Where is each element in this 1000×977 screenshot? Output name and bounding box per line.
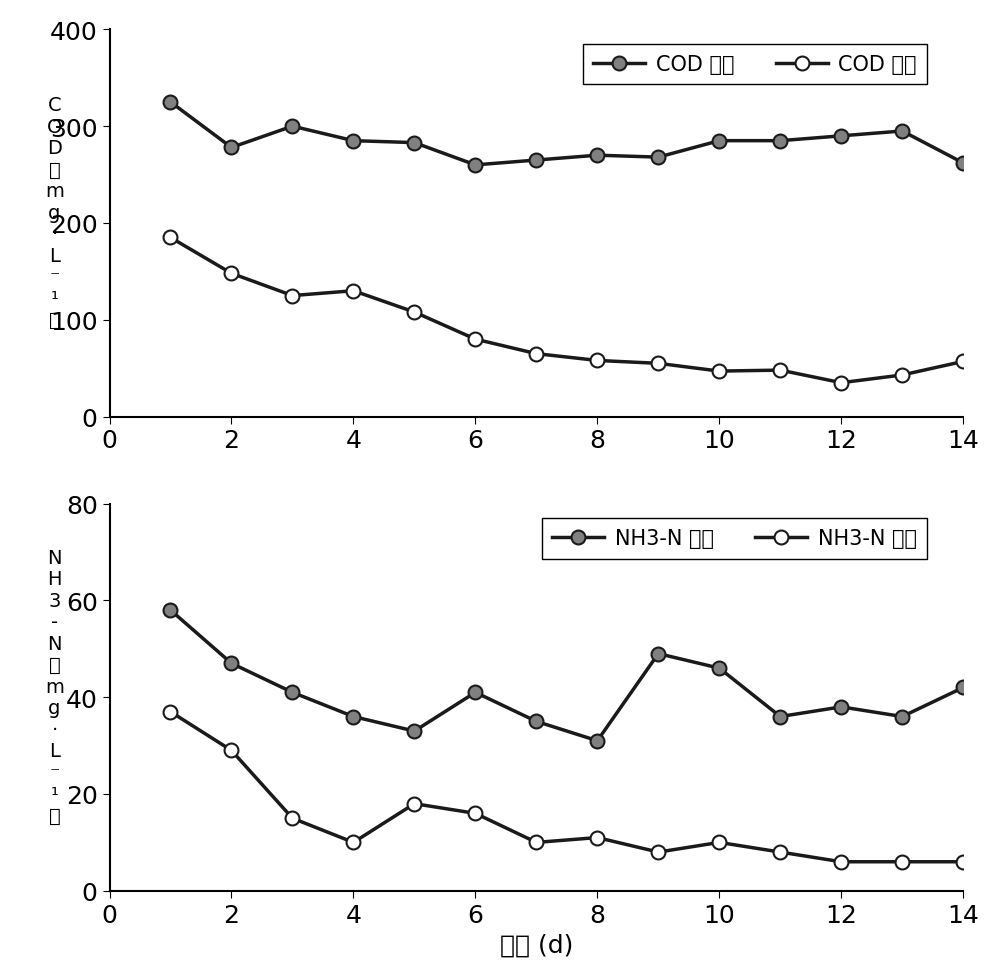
NH3-N 出水 [591,831,603,843]
NH3-N 出水 [286,813,298,825]
Text: g: g [48,699,61,718]
NH3-N 出水 [957,856,969,868]
Text: ¹: ¹ [51,289,58,309]
COD 进水 [530,155,542,167]
Line: COD 出水: COD 出水 [164,232,970,390]
COD 进水 [469,160,481,172]
Text: D: D [47,139,62,158]
Text: ·: · [51,225,58,244]
NH3-N 进水 [713,662,725,674]
COD 出水 [164,233,176,244]
Text: ·: · [51,720,58,740]
NH3-N 出水 [896,856,908,868]
COD 进水 [957,158,969,170]
Text: m: m [45,677,64,697]
NH3-N 出水 [774,846,786,858]
COD 出水 [713,365,725,377]
NH3-N 出水 [530,836,542,848]
NH3-N 出水 [713,836,725,848]
COD 进水 [225,143,237,154]
COD 出水 [286,290,298,302]
Text: O: O [47,117,62,137]
NH3-N 进水 [530,716,542,728]
COD 进水 [347,136,359,148]
NH3-N 进水 [774,711,786,723]
NH3-N 出水 [225,744,237,756]
Text: ⁻: ⁻ [49,763,60,783]
NH3-N 进水 [591,735,603,746]
NH3-N 出水 [164,706,176,718]
Text: N: N [47,634,62,654]
COD 进水 [774,136,786,148]
NH3-N 进水 [347,711,359,723]
COD 进水 [896,126,908,138]
COD 出水 [774,364,786,376]
NH3-N 出水 [469,808,481,820]
Line: COD 进水: COD 进水 [164,96,970,173]
Text: ）: ） [49,806,60,826]
NH3-N 进水 [835,701,847,713]
Line: NH3-N 出水: NH3-N 出水 [164,705,970,869]
Text: L: L [49,742,60,761]
NH3-N 进水 [896,711,908,723]
Legend: NH3-N 进水, NH3-N 出水: NH3-N 进水, NH3-N 出水 [542,519,927,559]
NH3-N 进水 [469,687,481,699]
Text: H: H [47,570,62,589]
COD 进水 [286,121,298,133]
COD 出水 [896,369,908,381]
COD 进水 [652,152,664,164]
COD 进水 [408,138,420,149]
Text: （: （ [49,656,60,675]
Text: m: m [45,182,64,201]
COD 出水 [530,349,542,361]
NH3-N 进水 [408,726,420,738]
Text: 3: 3 [48,591,61,611]
NH3-N 进水 [652,648,664,659]
COD 出水 [652,359,664,370]
NH3-N 出水 [835,856,847,868]
Text: C: C [48,96,61,115]
COD 进水 [713,136,725,148]
Legend: COD 进水, COD 出水: COD 进水, COD 出水 [583,45,927,85]
Text: ¹: ¹ [51,785,58,804]
NH3-N 进水 [164,605,176,616]
Text: ）: ） [49,311,60,330]
COD 进水 [835,131,847,143]
COD 出水 [591,356,603,367]
NH3-N 出水 [652,846,664,858]
NH3-N 进水 [286,687,298,699]
X-axis label: 天数 (d): 天数 (d) [500,932,573,956]
COD 出水 [957,357,969,368]
COD 出水 [835,377,847,389]
NH3-N 进水 [225,658,237,669]
COD 出水 [469,334,481,346]
Line: NH3-N 进水: NH3-N 进水 [164,604,970,748]
NH3-N 进水 [957,682,969,694]
Text: L: L [49,246,60,266]
COD 出水 [408,307,420,319]
COD 进水 [164,97,176,108]
COD 出水 [347,285,359,297]
Text: ⁻: ⁻ [49,268,60,287]
NH3-N 出水 [408,798,420,810]
Text: （: （ [49,160,60,180]
Text: -: - [51,613,58,632]
NH3-N 出水 [347,836,359,848]
COD 出水 [225,268,237,279]
Text: N: N [47,548,62,568]
COD 进水 [591,150,603,162]
Text: g: g [48,203,61,223]
